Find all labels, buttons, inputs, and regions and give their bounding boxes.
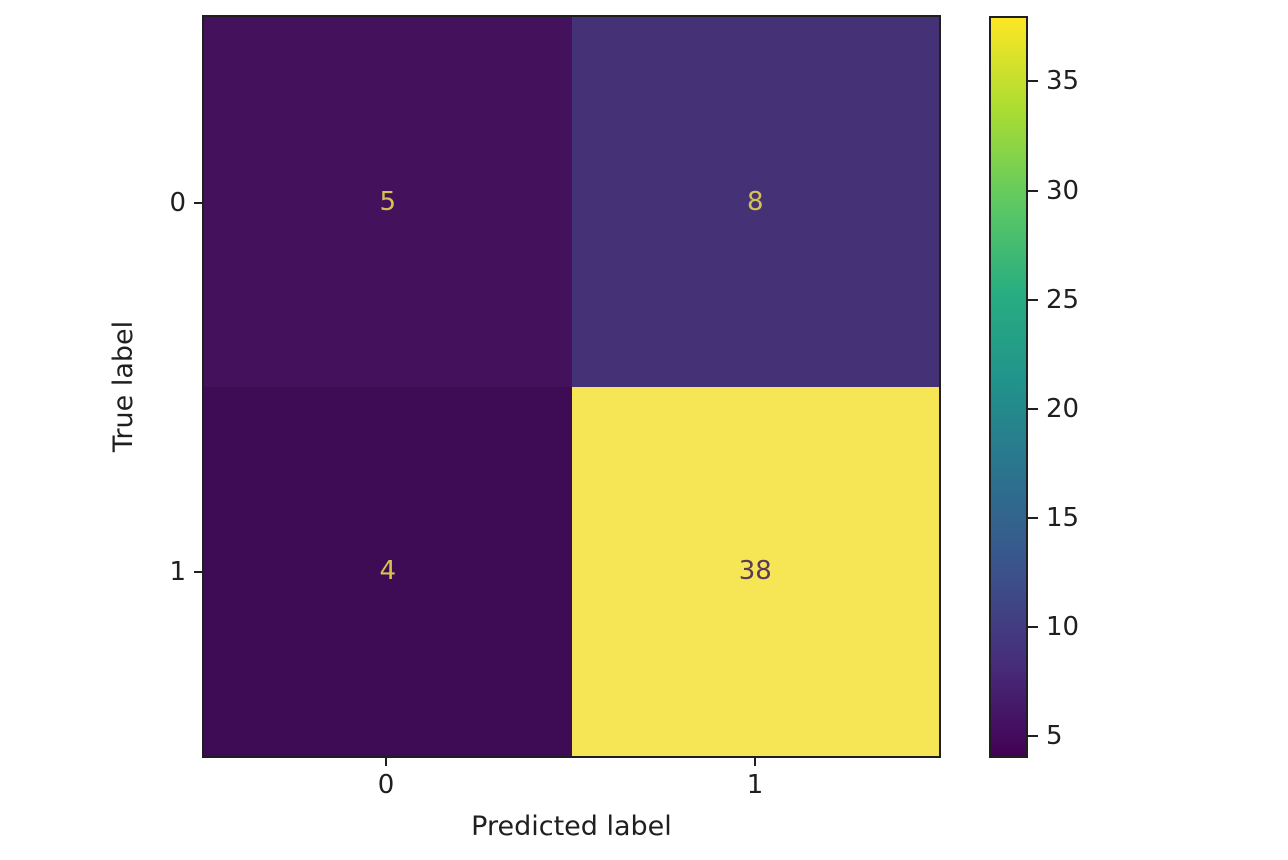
x-tick-mark-1: [754, 758, 756, 766]
colorbar-tick-mark: [1028, 735, 1038, 738]
matrix-cell-0-0: 5: [204, 17, 572, 387]
cell-value: 4: [379, 556, 397, 587]
matrix-cell-1-1: 38: [571, 386, 939, 756]
y-axis-label: True label: [104, 15, 144, 758]
colorbar-tick-label: 25: [1046, 284, 1080, 315]
colorbar-tick-label: 35: [1046, 66, 1080, 97]
colorbar-tick-label: 5: [1046, 721, 1063, 752]
colorbar-ticks: 5 10 15 20 25 30 35: [1028, 16, 1138, 758]
colorbar-tick-mark: [1028, 516, 1038, 519]
colorbar-tick-mark: [1028, 80, 1038, 83]
heatmap-plot: 5 8 4 38: [202, 15, 941, 758]
y-tick-label-0: 0: [169, 188, 186, 218]
y-tick-mark-0: [194, 202, 202, 204]
colorbar-tick-mark: [1028, 298, 1038, 301]
colorbar-tick-label: 20: [1046, 393, 1080, 424]
cell-value: 38: [738, 556, 772, 587]
y-axis-label-text: True label: [108, 320, 140, 453]
cell-value: 8: [746, 186, 764, 217]
x-axis-label: Predicted label: [471, 811, 672, 842]
colorbar-tick-label: 15: [1046, 502, 1080, 533]
cell-value: 5: [379, 186, 397, 217]
colorbar-tick-mark: [1028, 626, 1038, 629]
matrix-cell-0-1: 8: [571, 17, 939, 387]
x-tick-label-0: 0: [377, 770, 395, 800]
colorbar-tick-mark: [1028, 407, 1038, 410]
y-tick-mark-1: [194, 571, 202, 573]
colorbar-tick-label: 10: [1046, 612, 1080, 643]
colorbar-gradient: [989, 16, 1028, 758]
x-tick-label-1: 1: [746, 770, 764, 800]
matrix-cell-1-0: 4: [204, 386, 572, 756]
y-tick-label-1: 1: [169, 557, 186, 587]
x-tick-mark-0: [385, 758, 387, 766]
colorbar-tick-label: 30: [1046, 175, 1080, 206]
colorbar-tick-mark: [1028, 189, 1038, 192]
